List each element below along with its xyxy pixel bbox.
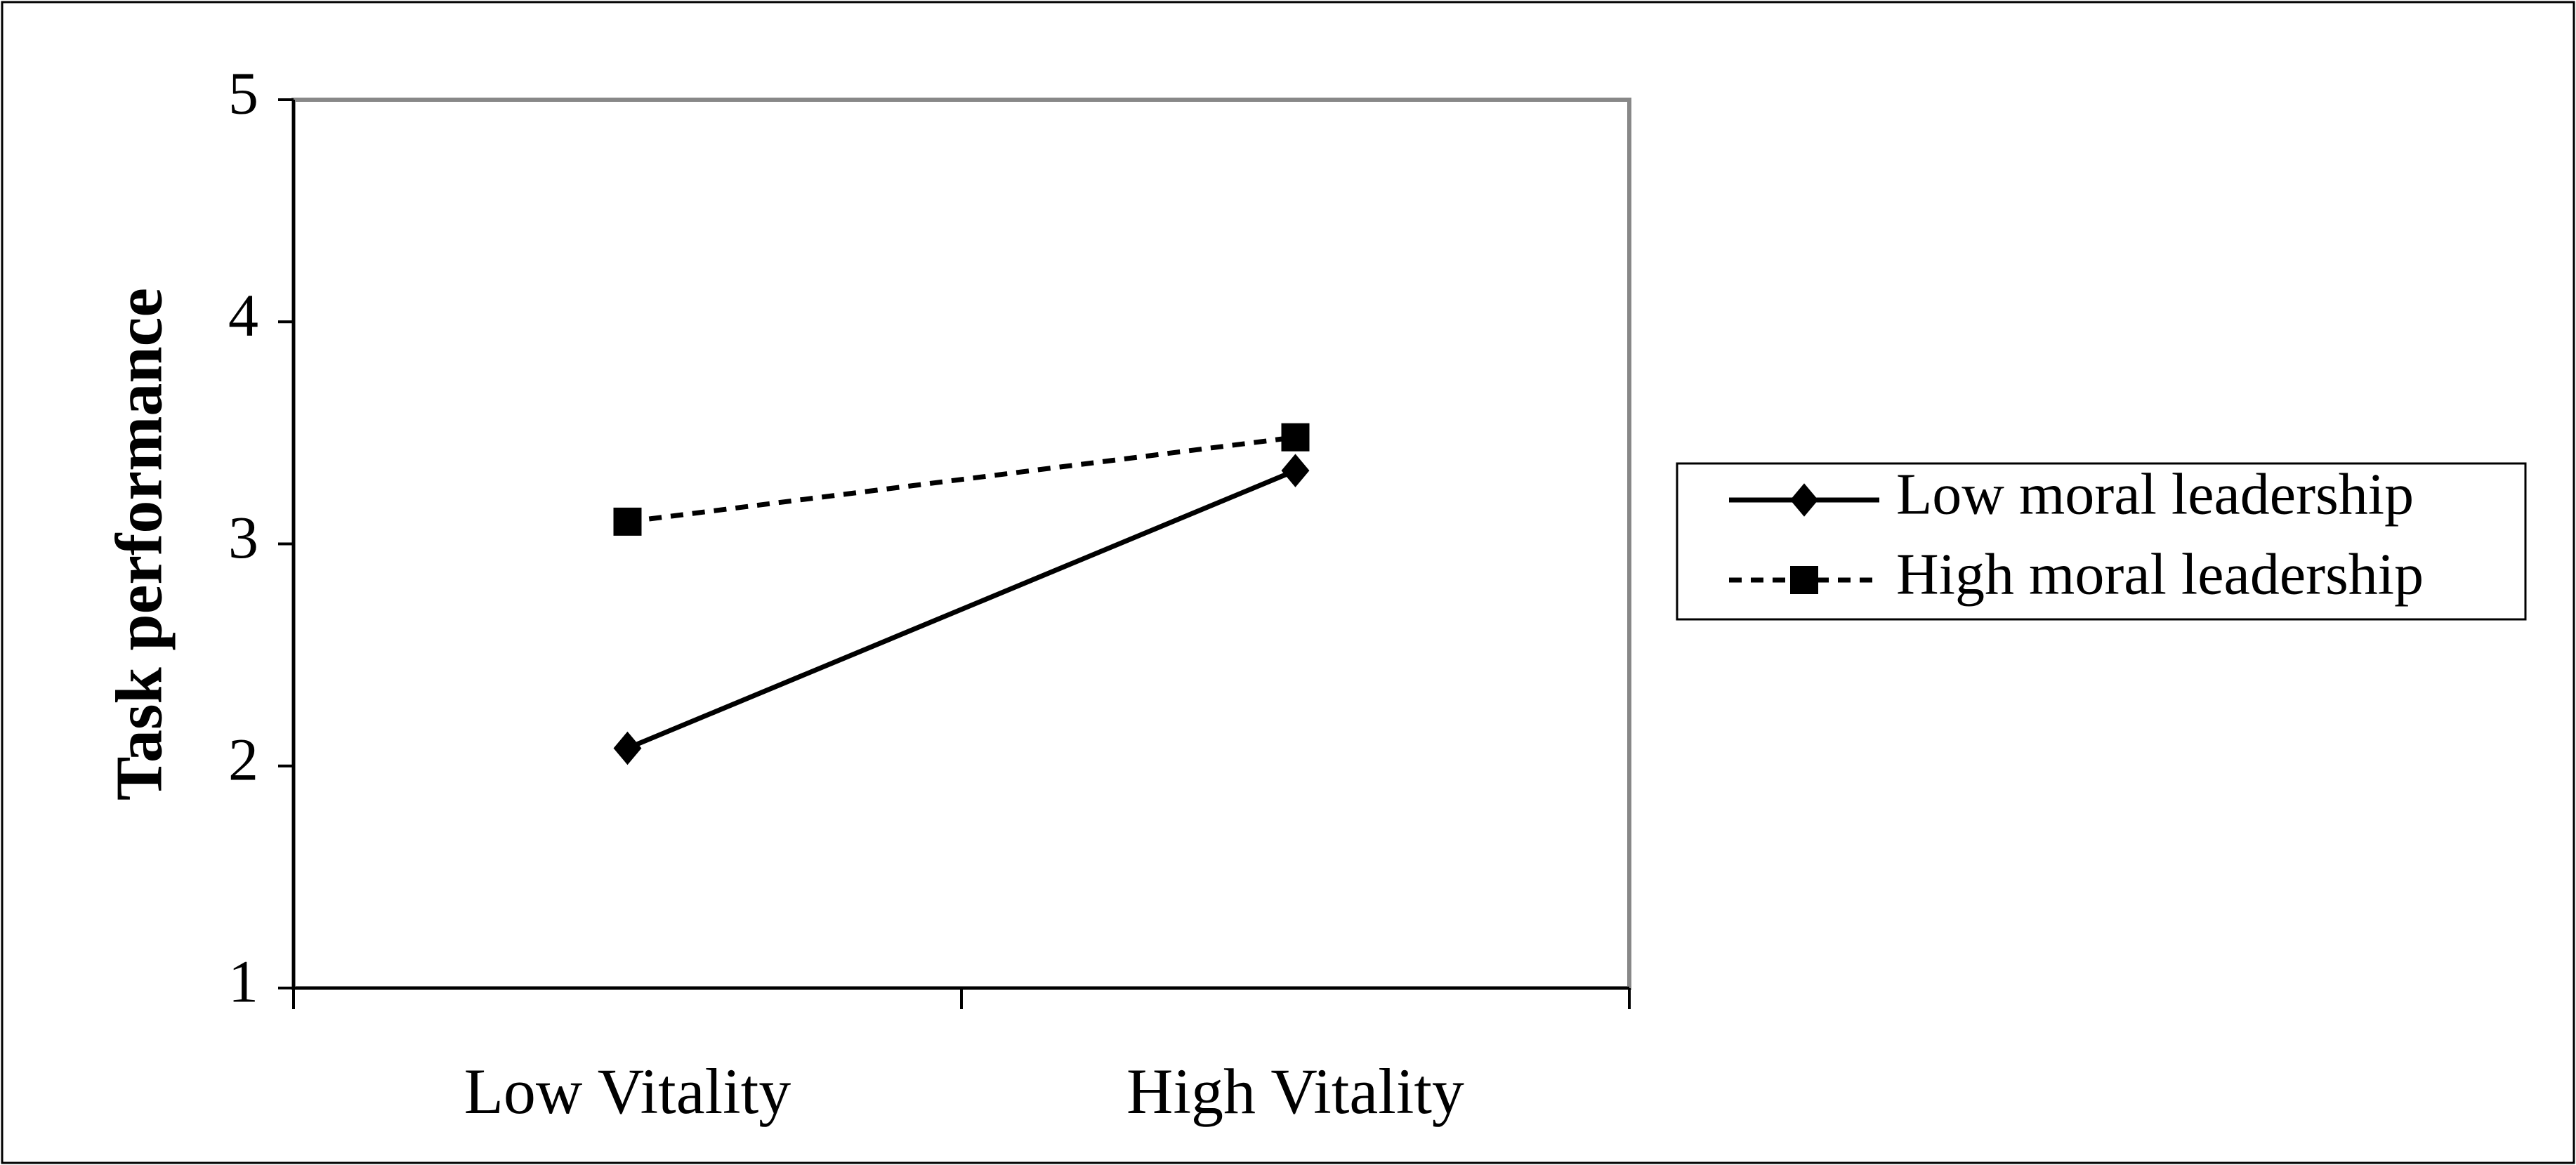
y-tick-label: 3 <box>228 503 258 571</box>
legend: Low moral leadership High moral leadershi… <box>1676 461 2527 621</box>
x-category-label: High Vitality <box>1126 1055 1464 1127</box>
x-ticks: Low Vitality High Vitality <box>292 988 1631 1127</box>
y-tick-label: 5 <box>228 60 258 127</box>
legend-label-2: High moral leadership <box>1896 541 2424 607</box>
series-1-point-2 <box>1281 454 1310 487</box>
legend-items: Low moral leadership High moral leadershi… <box>1729 461 2424 607</box>
y-tick-label: 1 <box>228 948 258 1015</box>
series-layer <box>613 423 1310 765</box>
x-category-label: Low Vitality <box>464 1055 791 1127</box>
plot-area <box>291 98 1631 990</box>
legend-marker-2 <box>1790 566 1818 594</box>
series-1-point-1 <box>613 731 642 765</box>
legend-marker-1 <box>1790 483 1818 517</box>
series-line-1 <box>626 468 1296 751</box>
y-tick-label: 2 <box>228 725 258 793</box>
legend-box <box>1676 462 2527 621</box>
series-2-point-2 <box>1281 423 1310 452</box>
legend-label-1: Low moral leadership <box>1896 461 2414 527</box>
y-ticks: 1 2 3 4 5 <box>228 60 294 1015</box>
y-tick-label: 4 <box>228 282 258 349</box>
series-2-point-1 <box>613 507 642 536</box>
series-line-2 <box>627 435 1296 525</box>
y-axis-title: Task performance <box>103 288 176 801</box>
